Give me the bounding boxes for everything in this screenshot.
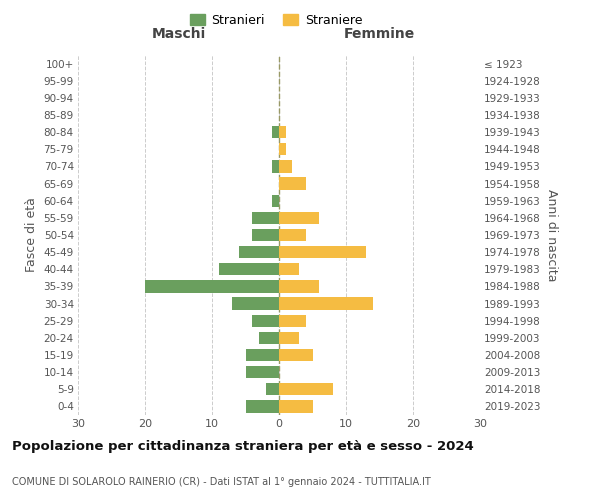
Text: Maschi: Maschi (151, 28, 206, 42)
Bar (252, 314, 279, 327)
Text: COMUNE DI SOLAROLO RAINERIO (CR) - Dati ISTAT al 1° gennaio 2024 - TUTTITALIA.IT: COMUNE DI SOLAROLO RAINERIO (CR) - Dati … (12, 477, 431, 487)
Bar (279, 143, 286, 156)
Bar (279, 314, 306, 327)
Bar (232, 298, 279, 310)
Bar (239, 246, 279, 258)
Bar (245, 349, 279, 361)
Bar (279, 280, 319, 292)
Bar (245, 366, 279, 378)
Bar (272, 126, 279, 138)
Bar (279, 229, 306, 241)
Bar (272, 160, 279, 172)
Bar (252, 212, 279, 224)
Y-axis label: Fasce di età: Fasce di età (25, 198, 38, 272)
Bar (279, 332, 299, 344)
Bar (272, 194, 279, 207)
Legend: Stranieri, Straniere: Stranieri, Straniere (185, 8, 367, 32)
Bar (279, 212, 319, 224)
Bar (218, 263, 279, 276)
Bar (266, 383, 279, 396)
Bar (145, 280, 279, 292)
Bar (279, 400, 313, 412)
Bar (279, 349, 313, 361)
Bar (252, 229, 279, 241)
Bar (279, 263, 299, 276)
Bar (279, 383, 332, 396)
Y-axis label: Anni di nascita: Anni di nascita (545, 188, 557, 281)
Bar (259, 332, 279, 344)
Text: Femmine: Femmine (344, 28, 415, 42)
Bar (279, 160, 292, 172)
Bar (279, 298, 373, 310)
Bar (279, 178, 306, 190)
Bar (279, 126, 286, 138)
Bar (245, 400, 279, 412)
Bar (279, 246, 366, 258)
Text: Popolazione per cittadinanza straniera per età e sesso - 2024: Popolazione per cittadinanza straniera p… (12, 440, 474, 453)
